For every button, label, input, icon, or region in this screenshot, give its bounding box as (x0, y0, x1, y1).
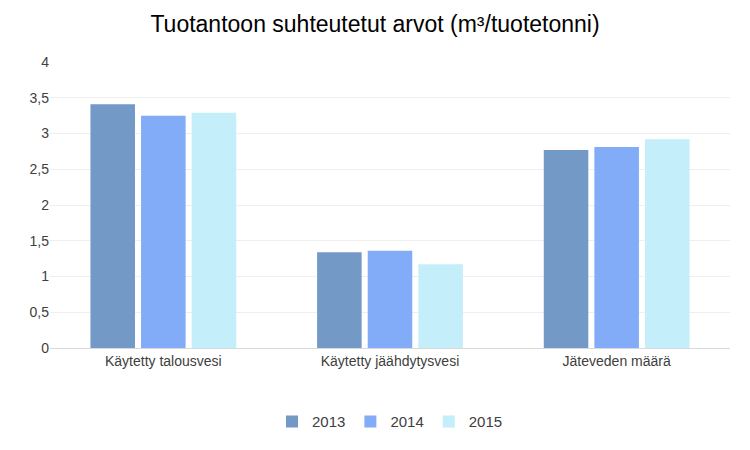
svg-text:2,5: 2,5 (30, 161, 50, 177)
svg-text:2: 2 (41, 197, 49, 213)
svg-text:3: 3 (41, 125, 49, 141)
svg-text:Tuotantoon suhteutetut arvot (: Tuotantoon suhteutetut arvot (m³/tuoteto… (150, 11, 599, 37)
svg-text:Käytetty talousvesi: Käytetty talousvesi (105, 353, 222, 369)
svg-text:1: 1 (41, 268, 49, 284)
svg-text:Jäteveden määrä: Jäteveden määrä (563, 353, 671, 369)
svg-text:4: 4 (41, 54, 49, 70)
svg-text:2014: 2014 (390, 413, 423, 430)
svg-text:Käytetty jäähdytysvesi: Käytetty jäähdytysvesi (321, 353, 460, 369)
svg-text:3,5: 3,5 (30, 90, 50, 106)
svg-text:0,5: 0,5 (30, 304, 50, 320)
svg-text:1,5: 1,5 (30, 233, 50, 249)
svg-text:2013: 2013 (312, 413, 345, 430)
svg-text:0: 0 (41, 340, 49, 356)
svg-text:2015: 2015 (469, 413, 502, 430)
